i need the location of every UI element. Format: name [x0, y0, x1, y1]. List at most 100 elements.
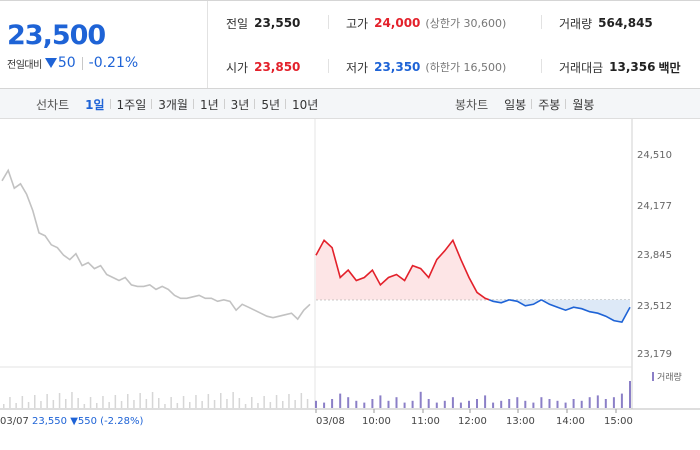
quote-value: 24,000 — [374, 16, 421, 30]
quote-value: 23,350 — [374, 60, 421, 74]
volume-bar — [355, 400, 358, 408]
prev-volume-bar — [34, 395, 36, 408]
tab-1y[interactable]: 1년 — [192, 96, 225, 113]
prev-volume-bar — [71, 392, 73, 408]
volume-bar — [323, 402, 326, 408]
volume-bar — [435, 402, 438, 408]
tab-weekly[interactable]: 주봉 — [531, 96, 566, 113]
volume-bar — [451, 397, 454, 408]
volume-bar — [315, 400, 317, 408]
x-tick-label: 14:00 — [556, 416, 585, 427]
prev-volume-bar — [263, 396, 265, 408]
prev-volume-bar — [226, 399, 228, 408]
prev-day-info: 03/07 23,550 ▼550 (-2.28%) — [0, 416, 143, 427]
volume-bar — [580, 400, 583, 408]
tab-daily[interactable]: 일봉 — [504, 97, 527, 112]
prev-volume-bar — [201, 401, 203, 408]
quote-trade-value: 거래대금 13,356 백만 — [541, 45, 700, 89]
volume-bar — [379, 395, 382, 408]
change-label: 전일대비 — [7, 59, 42, 71]
y-tick-label: 24,510 — [637, 150, 672, 161]
prev-volume-bar — [207, 394, 210, 408]
volume-bar — [588, 397, 591, 408]
volume-bar — [500, 400, 503, 408]
y-tick-label: 24,177 — [637, 201, 672, 212]
volume-bar — [556, 400, 559, 408]
candle-chart-tabs: 봉차트 일봉 주봉 월봉 — [455, 89, 600, 119]
volume-bar — [484, 395, 487, 408]
volume-swatch — [652, 372, 654, 381]
quote-low: 저가 23,350 (하한가 16,500) — [328, 45, 541, 89]
prev-volume-bar — [251, 397, 253, 408]
quote-open: 시가 23,850 — [208, 45, 328, 89]
prev-volume-bar — [306, 399, 309, 408]
chart-canvas — [0, 119, 700, 413]
volume-bar — [548, 399, 551, 408]
quote-high: 고가 24,000 (상한가 30,600) — [328, 1, 541, 45]
volume-bar — [331, 399, 334, 408]
volume-bar — [419, 391, 422, 408]
volume-bar — [395, 397, 398, 408]
prev-volume-bar — [58, 393, 61, 408]
volume-bar — [347, 397, 350, 408]
quote-volume: 거래량 564,845 — [541, 1, 700, 45]
candle-chart-title: 봉차트 — [455, 97, 489, 112]
volume-legend-label: 거래량 — [657, 373, 682, 383]
quote-label: 거래대금 — [559, 60, 604, 75]
prev-volume-bar — [195, 395, 197, 408]
price-change: 전일대비 50 -0.21% — [7, 55, 207, 71]
tab-3y[interactable]: 3년 — [223, 96, 256, 113]
x-tick-label: 13:00 — [506, 416, 535, 427]
volume-bar — [476, 399, 478, 408]
prev-volume-bar — [9, 397, 11, 408]
volume-bar — [403, 402, 406, 408]
tab-5y[interactable]: 5년 — [254, 96, 286, 113]
prev-volume-bar — [52, 400, 55, 408]
quote-label: 거래량 — [559, 16, 593, 31]
quote-label: 전일 — [226, 16, 249, 31]
volume-bar — [387, 400, 390, 408]
prev-volume-bar — [27, 402, 30, 408]
y-tick-label: 23,512 — [637, 301, 672, 312]
quote-value: 564,845 — [598, 16, 653, 30]
quote-label: 고가 — [346, 16, 369, 31]
volume-bar — [620, 393, 623, 408]
upper-limit-note: (상한가 30,600) — [425, 17, 507, 30]
x-tick-label: 03/08 — [316, 416, 345, 427]
prev-volume-bar — [170, 397, 172, 408]
prev-volume-bar — [114, 395, 117, 408]
volume-bar — [459, 402, 462, 408]
volume-legend: 거래량 — [652, 370, 682, 383]
prev-volume-bar — [294, 400, 296, 408]
x-tick-label: 11:00 — [411, 416, 440, 427]
tab-10y[interactable]: 10년 — [285, 96, 324, 113]
prev-day-close: 23,550 — [32, 416, 68, 427]
volume-bar — [524, 400, 527, 408]
quote-unit: 백만 — [658, 60, 681, 75]
current-price: 23,500 — [7, 20, 106, 51]
prev-volume-bar — [213, 400, 216, 408]
tab-3m[interactable]: 3개월 — [151, 96, 194, 113]
prev-volume-bar — [21, 396, 24, 408]
x-tick-label: 10:00 — [362, 416, 391, 427]
area-above-reference — [316, 240, 490, 300]
prev-volume-bar — [257, 403, 259, 408]
volume-bar — [427, 399, 430, 408]
volume-bar — [443, 400, 446, 408]
tab-1d[interactable]: 1일 — [85, 97, 105, 112]
x-tick-label: 12:00 — [458, 416, 487, 427]
volume-bar — [629, 381, 631, 408]
tab-1w[interactable]: 1주일 — [109, 96, 153, 113]
prev-volume-bar — [158, 398, 160, 408]
volume-bar — [564, 402, 567, 408]
price-line-down — [509, 299, 542, 307]
prev-volume-bar — [300, 393, 303, 408]
quote-value: 23,550 — [254, 16, 301, 30]
prev-volume-bar — [15, 403, 17, 408]
volume-bar — [540, 397, 543, 408]
volume-bar — [596, 395, 599, 408]
volume-bar — [516, 397, 519, 408]
prev-day-date: 03/07 — [0, 416, 29, 427]
tab-monthly[interactable]: 월봉 — [565, 96, 600, 113]
price-line-down — [488, 299, 510, 304]
